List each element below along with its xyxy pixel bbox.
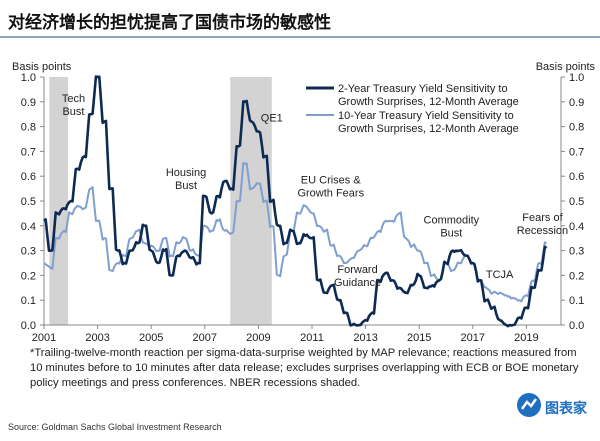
x-tick-label: 2003 — [85, 332, 109, 344]
y-tick-label-left: 0.6 — [21, 171, 36, 183]
legend-label: 2-Year Treasury Yield Sensitivity to — [338, 83, 508, 95]
y-tick-label-right: 0.5 — [569, 196, 584, 208]
annotation-label: QE1 — [261, 113, 283, 125]
annotation-label: Tech — [62, 93, 85, 105]
annotation-label: Recession — [517, 225, 568, 237]
y-tick-label-right: 1.0 — [569, 72, 584, 84]
y-tick-label-left: 0.7 — [21, 146, 36, 158]
y-tick-label-left: 0.1 — [21, 295, 36, 307]
annotation-label: Bust — [175, 180, 197, 192]
annotation-label: Forward — [337, 264, 377, 276]
annotation-label: Growth Fears — [297, 188, 364, 200]
y-tick-label-right: 0.3 — [569, 246, 584, 258]
x-tick-label: 2013 — [353, 332, 377, 344]
line-chart: 0.0 0.0 0.1 0.1 0.2 0.2 0.3 0.3 0.4 0.4 0.5 0.5 0.6 0… — [0, 0, 600, 345]
series-line-10-year — [44, 163, 547, 302]
source-text: Source: Goldman Sachs Global Investment … — [8, 422, 222, 432]
footnote: *Trailing-twelve-month reaction per sigm… — [30, 346, 590, 391]
legend-label: Growth Surprises, 12-Month Average — [338, 96, 519, 108]
y-tick-label-left: 0.8 — [21, 122, 36, 134]
x-tick-label: 2017 — [461, 332, 485, 344]
y-tick-label-right: 0.6 — [569, 171, 584, 183]
y-tick-label-right: 0.9 — [569, 97, 584, 109]
y-tick-label-left: 0.5 — [21, 196, 36, 208]
y-tick-label-left: 0.4 — [21, 221, 36, 233]
logo-text: 图表家 — [545, 398, 587, 418]
annotation-label: EU Crises & — [301, 175, 362, 187]
annotation-label: TCJA — [486, 269, 514, 281]
x-tick-label: 2009 — [246, 332, 270, 344]
x-tick-label: 2011 — [300, 332, 324, 344]
chart-figure: 对经济增长的担忧提高了国债市场的敏感性 0.0 0.0 0.1 0.1 0.2 0.2 0.… — [0, 0, 600, 441]
y-axis-label-left: Basis points — [12, 61, 72, 73]
annotation-label: Bust — [440, 227, 462, 239]
y-tick-label-right: 0.4 — [569, 221, 584, 233]
watermark-logo: 图表家 — [515, 390, 595, 424]
y-tick-label-left: 0.2 — [21, 270, 36, 282]
y-tick-label-right: 0.0 — [569, 320, 584, 332]
annotation-label: Housing — [166, 167, 206, 179]
y-tick-label-right: 0.2 — [569, 270, 584, 282]
legend-label: 10-Year Treasury Yield Sensitivity to — [338, 110, 514, 122]
x-tick-label: 2001 — [32, 332, 56, 344]
y-tick-label-right: 0.8 — [569, 122, 584, 134]
annotation-label: Commodity — [424, 214, 480, 226]
annotation-label: Fears of — [522, 212, 563, 224]
x-tick-label: 2007 — [193, 332, 217, 344]
y-axis-label-right: Basis points — [536, 61, 596, 73]
y-tick-label-left: 0.3 — [21, 246, 36, 258]
x-tick-label: 2015 — [407, 332, 431, 344]
y-tick-label-left: 1.0 — [21, 72, 36, 84]
legend-label: Growth Surprises, 12-Month Average — [338, 123, 519, 135]
y-tick-label-left: 0.0 — [21, 320, 36, 332]
logo-icon — [515, 390, 543, 420]
y-tick-label-right: 0.7 — [569, 146, 584, 158]
x-tick-label: 2019 — [514, 332, 538, 344]
x-tick-label: 2005 — [139, 332, 163, 344]
annotation-label: Guidance — [334, 277, 381, 289]
y-tick-label-right: 0.1 — [569, 295, 584, 307]
y-tick-label-left: 0.9 — [21, 97, 36, 109]
annotation-label: Bust — [62, 106, 84, 118]
